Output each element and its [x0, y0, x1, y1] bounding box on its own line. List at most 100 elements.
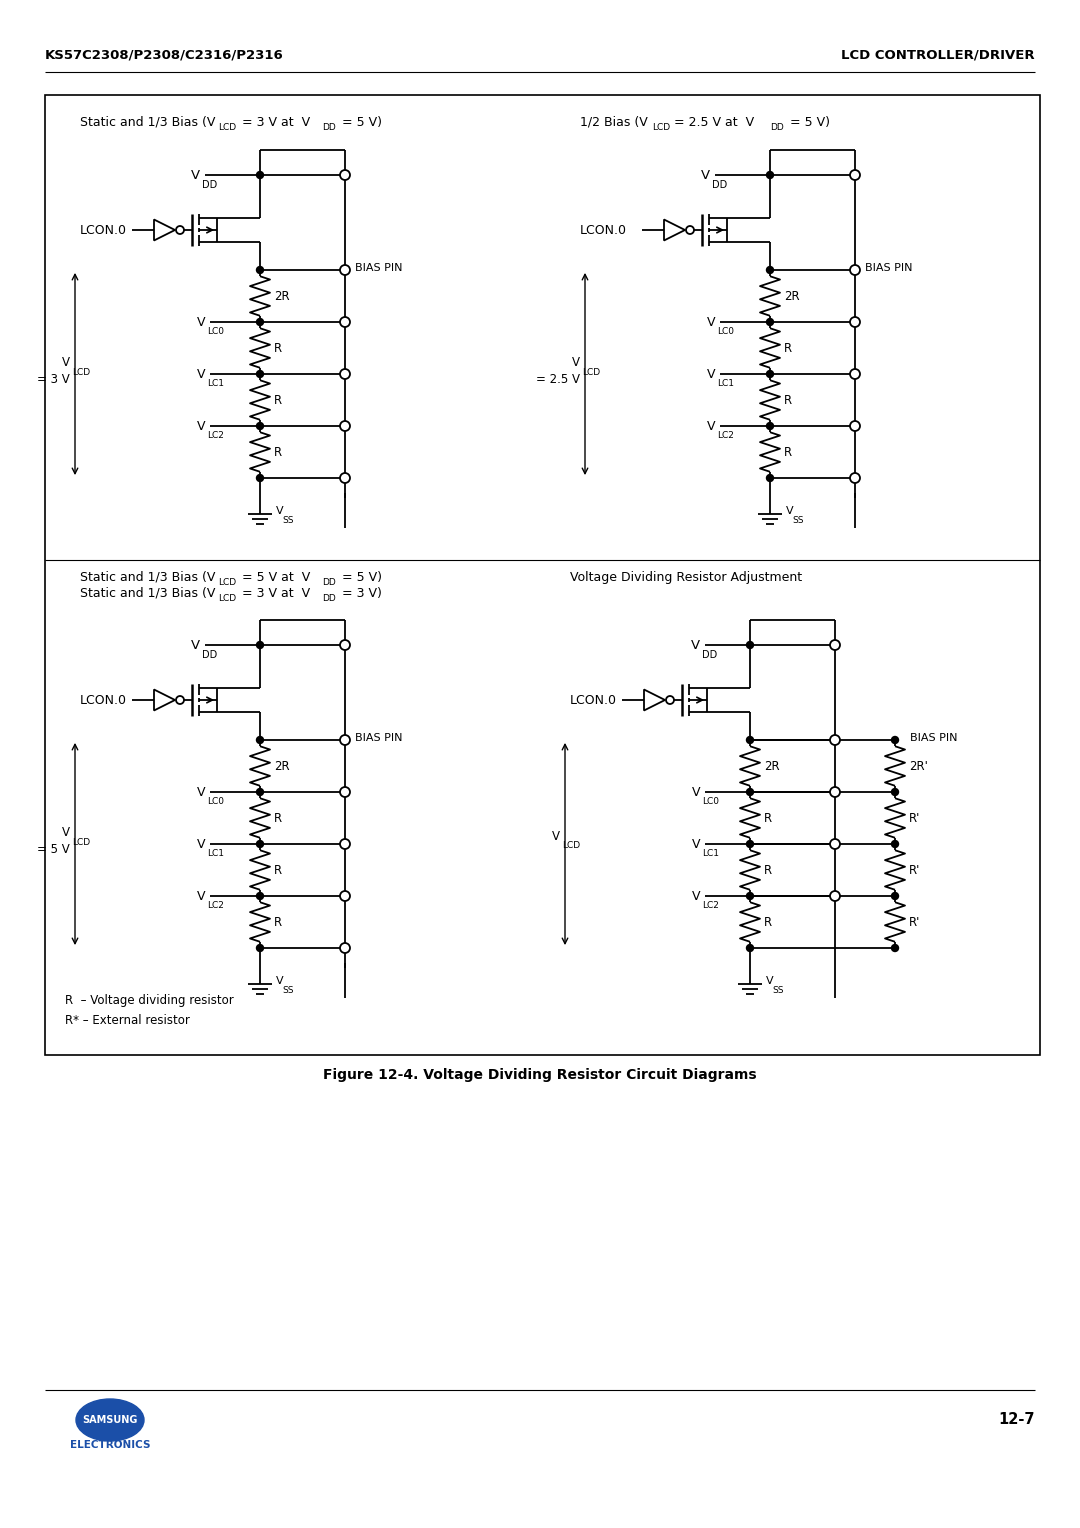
Text: R  – Voltage dividing resistor: R – Voltage dividing resistor — [65, 993, 233, 1007]
Circle shape — [257, 475, 264, 481]
Ellipse shape — [76, 1400, 144, 1441]
Text: BIAS PIN: BIAS PIN — [355, 733, 403, 743]
Circle shape — [257, 318, 264, 325]
Circle shape — [340, 170, 350, 180]
Circle shape — [257, 944, 264, 952]
Circle shape — [666, 695, 674, 704]
Text: V: V — [197, 420, 205, 432]
Circle shape — [891, 892, 899, 900]
Text: LC2: LC2 — [702, 902, 719, 911]
Text: R: R — [274, 446, 282, 458]
Text: LCD: LCD — [72, 368, 90, 377]
Text: LCON.0: LCON.0 — [570, 694, 617, 706]
Polygon shape — [664, 220, 685, 240]
Text: V: V — [691, 639, 700, 651]
Text: KS57C2308/P2308/C2316/P2316: KS57C2308/P2308/C2316/P2316 — [45, 49, 284, 61]
Text: Static and 1/3 Bias (V: Static and 1/3 Bias (V — [80, 570, 215, 584]
Text: = 2.5 V at  V: = 2.5 V at V — [670, 116, 754, 128]
Circle shape — [850, 264, 860, 275]
Text: = 3 V: = 3 V — [37, 373, 70, 385]
Text: ELECTRONICS: ELECTRONICS — [70, 1439, 150, 1450]
Text: R* – External resistor: R* – External resistor — [65, 1013, 190, 1027]
Text: DD: DD — [322, 593, 336, 602]
Polygon shape — [154, 220, 175, 240]
Text: SAMSUNG: SAMSUNG — [82, 1415, 137, 1426]
Text: V: V — [691, 837, 700, 851]
Text: V: V — [197, 785, 205, 799]
Text: R: R — [274, 341, 282, 354]
Text: SS: SS — [282, 986, 294, 995]
Text: V: V — [706, 420, 715, 432]
Text: LC0: LC0 — [702, 798, 719, 805]
Text: V: V — [766, 976, 773, 986]
Text: Voltage Dividing Resistor Adjustment: Voltage Dividing Resistor Adjustment — [570, 570, 802, 584]
Text: LC1: LC1 — [207, 379, 224, 388]
Text: V: V — [191, 168, 200, 182]
Circle shape — [891, 788, 899, 796]
Text: = 3 V at  V: = 3 V at V — [238, 116, 310, 128]
Text: V: V — [701, 168, 710, 182]
Text: LCD: LCD — [72, 837, 90, 847]
Text: LC0: LC0 — [207, 327, 224, 336]
Circle shape — [340, 368, 350, 379]
Text: DD: DD — [322, 122, 336, 131]
Circle shape — [767, 318, 773, 325]
Text: LC1: LC1 — [717, 379, 734, 388]
Text: DD: DD — [712, 180, 727, 189]
Circle shape — [831, 735, 840, 746]
Text: R: R — [764, 915, 772, 929]
Text: V: V — [691, 889, 700, 903]
Circle shape — [767, 370, 773, 377]
Circle shape — [850, 170, 860, 180]
Text: BIAS PIN: BIAS PIN — [355, 263, 403, 274]
Text: V: V — [786, 506, 794, 516]
Circle shape — [340, 474, 350, 483]
Circle shape — [257, 266, 264, 274]
Text: DD: DD — [702, 649, 717, 660]
Text: = 2.5 V: = 2.5 V — [536, 373, 580, 385]
Text: V: V — [276, 976, 284, 986]
Text: = 5 V: = 5 V — [37, 842, 70, 856]
Circle shape — [767, 266, 773, 274]
Text: = 5 V): = 5 V) — [338, 116, 382, 128]
Text: V: V — [62, 825, 70, 839]
Circle shape — [176, 226, 184, 234]
Text: DD: DD — [202, 180, 217, 189]
Circle shape — [831, 839, 840, 850]
Text: DD: DD — [770, 122, 784, 131]
Text: LCD: LCD — [652, 122, 670, 131]
Text: R: R — [784, 341, 792, 354]
Text: Static and 1/3 Bias (V: Static and 1/3 Bias (V — [80, 116, 215, 128]
Text: V: V — [191, 639, 200, 651]
Text: R: R — [784, 394, 792, 406]
Text: BIAS PIN: BIAS PIN — [865, 263, 913, 274]
Text: LCD CONTROLLER/DRIVER: LCD CONTROLLER/DRIVER — [841, 49, 1035, 61]
Circle shape — [767, 171, 773, 179]
Text: R: R — [274, 915, 282, 929]
Circle shape — [891, 840, 899, 848]
Text: = 5 V at  V: = 5 V at V — [238, 570, 310, 584]
Circle shape — [831, 787, 840, 798]
Bar — [45, 95, 1040, 1054]
Text: DD: DD — [202, 649, 217, 660]
Circle shape — [176, 695, 184, 704]
Circle shape — [340, 891, 350, 902]
Circle shape — [257, 840, 264, 848]
Circle shape — [850, 316, 860, 327]
Circle shape — [340, 264, 350, 275]
Text: 2R: 2R — [784, 289, 799, 303]
Text: LCON.0: LCON.0 — [80, 694, 127, 706]
Text: V: V — [62, 356, 70, 368]
Text: LCD: LCD — [562, 840, 580, 850]
Circle shape — [850, 474, 860, 483]
Text: SS: SS — [792, 516, 804, 526]
Text: LCON.0: LCON.0 — [580, 223, 627, 237]
Text: = 5 V): = 5 V) — [786, 116, 831, 128]
Circle shape — [257, 171, 264, 179]
Circle shape — [850, 368, 860, 379]
Circle shape — [340, 839, 350, 850]
Text: 2R: 2R — [274, 759, 289, 773]
Circle shape — [891, 944, 899, 952]
Text: 1/2 Bias (V: 1/2 Bias (V — [580, 116, 648, 128]
Text: V: V — [706, 368, 715, 380]
